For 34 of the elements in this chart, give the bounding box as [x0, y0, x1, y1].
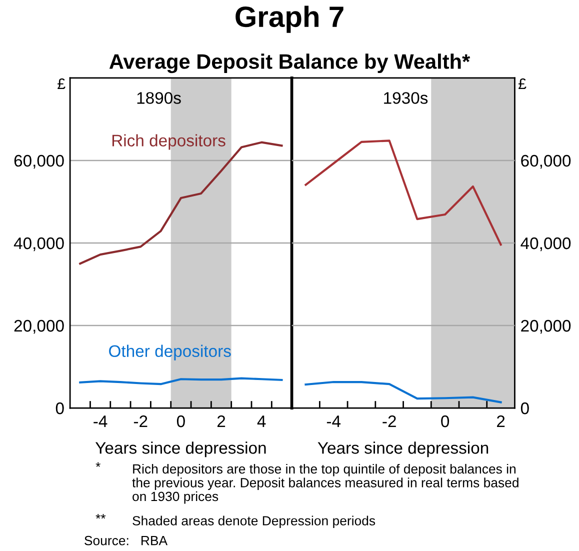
- text: **: [96, 514, 106, 519]
- line-series: [304, 140, 502, 246]
- x-tick-label: -2: [382, 415, 396, 428]
- y-tick-label: 60,000: [14, 154, 64, 169]
- text: *: [96, 462, 100, 467]
- series-label: Rich depositors: [112, 134, 226, 150]
- line-series: [304, 380, 502, 404]
- y2-tick-label: 60,000: [521, 154, 571, 169]
- x-tick-label: 2: [497, 415, 505, 428]
- x-tick-label: 2: [217, 415, 226, 428]
- annotation: 1930s: [384, 92, 428, 104]
- text: Rich depositors are those in the top quintile of deposit balances in the previous year. Deposit balances measured in real terms based on 1930 prices: [132, 464, 518, 504]
- y2-tick-label: 0: [520, 402, 529, 414]
- x-tick-label: -4: [326, 416, 341, 428]
- chart-title: Graph 7: [236, 6, 344, 33]
- y-tick-label: 0: [56, 402, 64, 414]
- series-label: Other depositors: [109, 344, 231, 360]
- source-note: Source: RBA: [84, 536, 168, 546]
- y-tick-label: 20,000: [14, 320, 64, 334]
- x-axis-title: Years since depression: [95, 442, 266, 458]
- x-tick-label: -2: [134, 415, 148, 428]
- x-axis-title: Years since depression: [318, 442, 488, 458]
- x-tick-label: 4: [257, 416, 266, 428]
- y-axis-title: £: [58, 78, 66, 90]
- y2-axis-title: £: [518, 78, 526, 90]
- y-tick-label: 40,000: [14, 237, 64, 252]
- y2-tick-label: 40,000: [520, 237, 571, 252]
- x-tick-label: 0: [441, 415, 450, 428]
- chart-subtitle: Average Deposit Balance by Wealth*: [109, 54, 470, 74]
- y2-tick-label: 20,000: [521, 320, 571, 334]
- x-tick-label: -4: [94, 416, 108, 428]
- annotation: 1890s: [137, 92, 181, 104]
- text: Shaded areas denote Depression periods: [132, 516, 376, 528]
- x-tick-label: 0: [176, 415, 185, 428]
